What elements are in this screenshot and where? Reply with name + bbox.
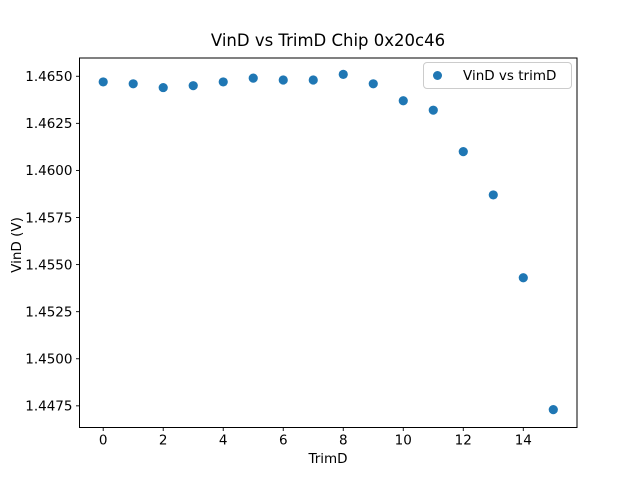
scatter-point bbox=[368, 79, 378, 89]
scatter-point bbox=[248, 73, 258, 83]
y-tick-label: 1.4600 bbox=[25, 163, 72, 179]
scatter-point bbox=[218, 77, 228, 87]
scatter-point bbox=[188, 81, 198, 91]
y-tick-label: 1.4525 bbox=[25, 304, 72, 320]
scatter-point bbox=[398, 96, 408, 106]
scatter-point bbox=[428, 105, 438, 115]
y-axis-label: VinD (V) bbox=[9, 217, 25, 273]
scatter-point bbox=[278, 75, 288, 85]
legend: VinD vs trimD bbox=[423, 62, 572, 89]
legend-label: VinD vs trimD bbox=[463, 67, 557, 84]
scatter-point bbox=[518, 273, 528, 283]
x-tick-label: 12 bbox=[455, 433, 472, 449]
y-tick-label: 1.4575 bbox=[25, 210, 72, 226]
scatter-point bbox=[458, 146, 468, 157]
scatter-point bbox=[338, 69, 348, 79]
x-tick-label: 2 bbox=[159, 433, 168, 449]
x-tick-label: 14 bbox=[515, 433, 532, 449]
y-tick-label: 1.4625 bbox=[25, 116, 72, 132]
x-tick-label: 6 bbox=[279, 433, 288, 449]
y-tick-label: 1.4500 bbox=[25, 352, 72, 368]
x-tick-label: 0 bbox=[99, 433, 108, 449]
axes-frame bbox=[79, 57, 578, 428]
scatter-point bbox=[308, 75, 318, 85]
scatter-point bbox=[128, 79, 138, 89]
chart-title: VinD vs TrimD Chip 0x20c46 bbox=[210, 31, 446, 50]
y-tick-label: 1.4475 bbox=[25, 399, 72, 415]
x-tick-label: 10 bbox=[395, 433, 412, 449]
y-tick-label: 1.4550 bbox=[25, 257, 72, 273]
scatter-point bbox=[98, 77, 108, 87]
y-tick-label: 1.4650 bbox=[25, 69, 72, 85]
x-tick-label: 8 bbox=[339, 433, 348, 449]
x-axis-label: TrimD bbox=[308, 451, 348, 467]
x-tick-label: 4 bbox=[219, 433, 228, 449]
scatter-point bbox=[488, 190, 498, 200]
scatter-point bbox=[548, 405, 558, 415]
legend-marker-icon bbox=[433, 71, 442, 80]
scatter-point bbox=[158, 82, 168, 93]
